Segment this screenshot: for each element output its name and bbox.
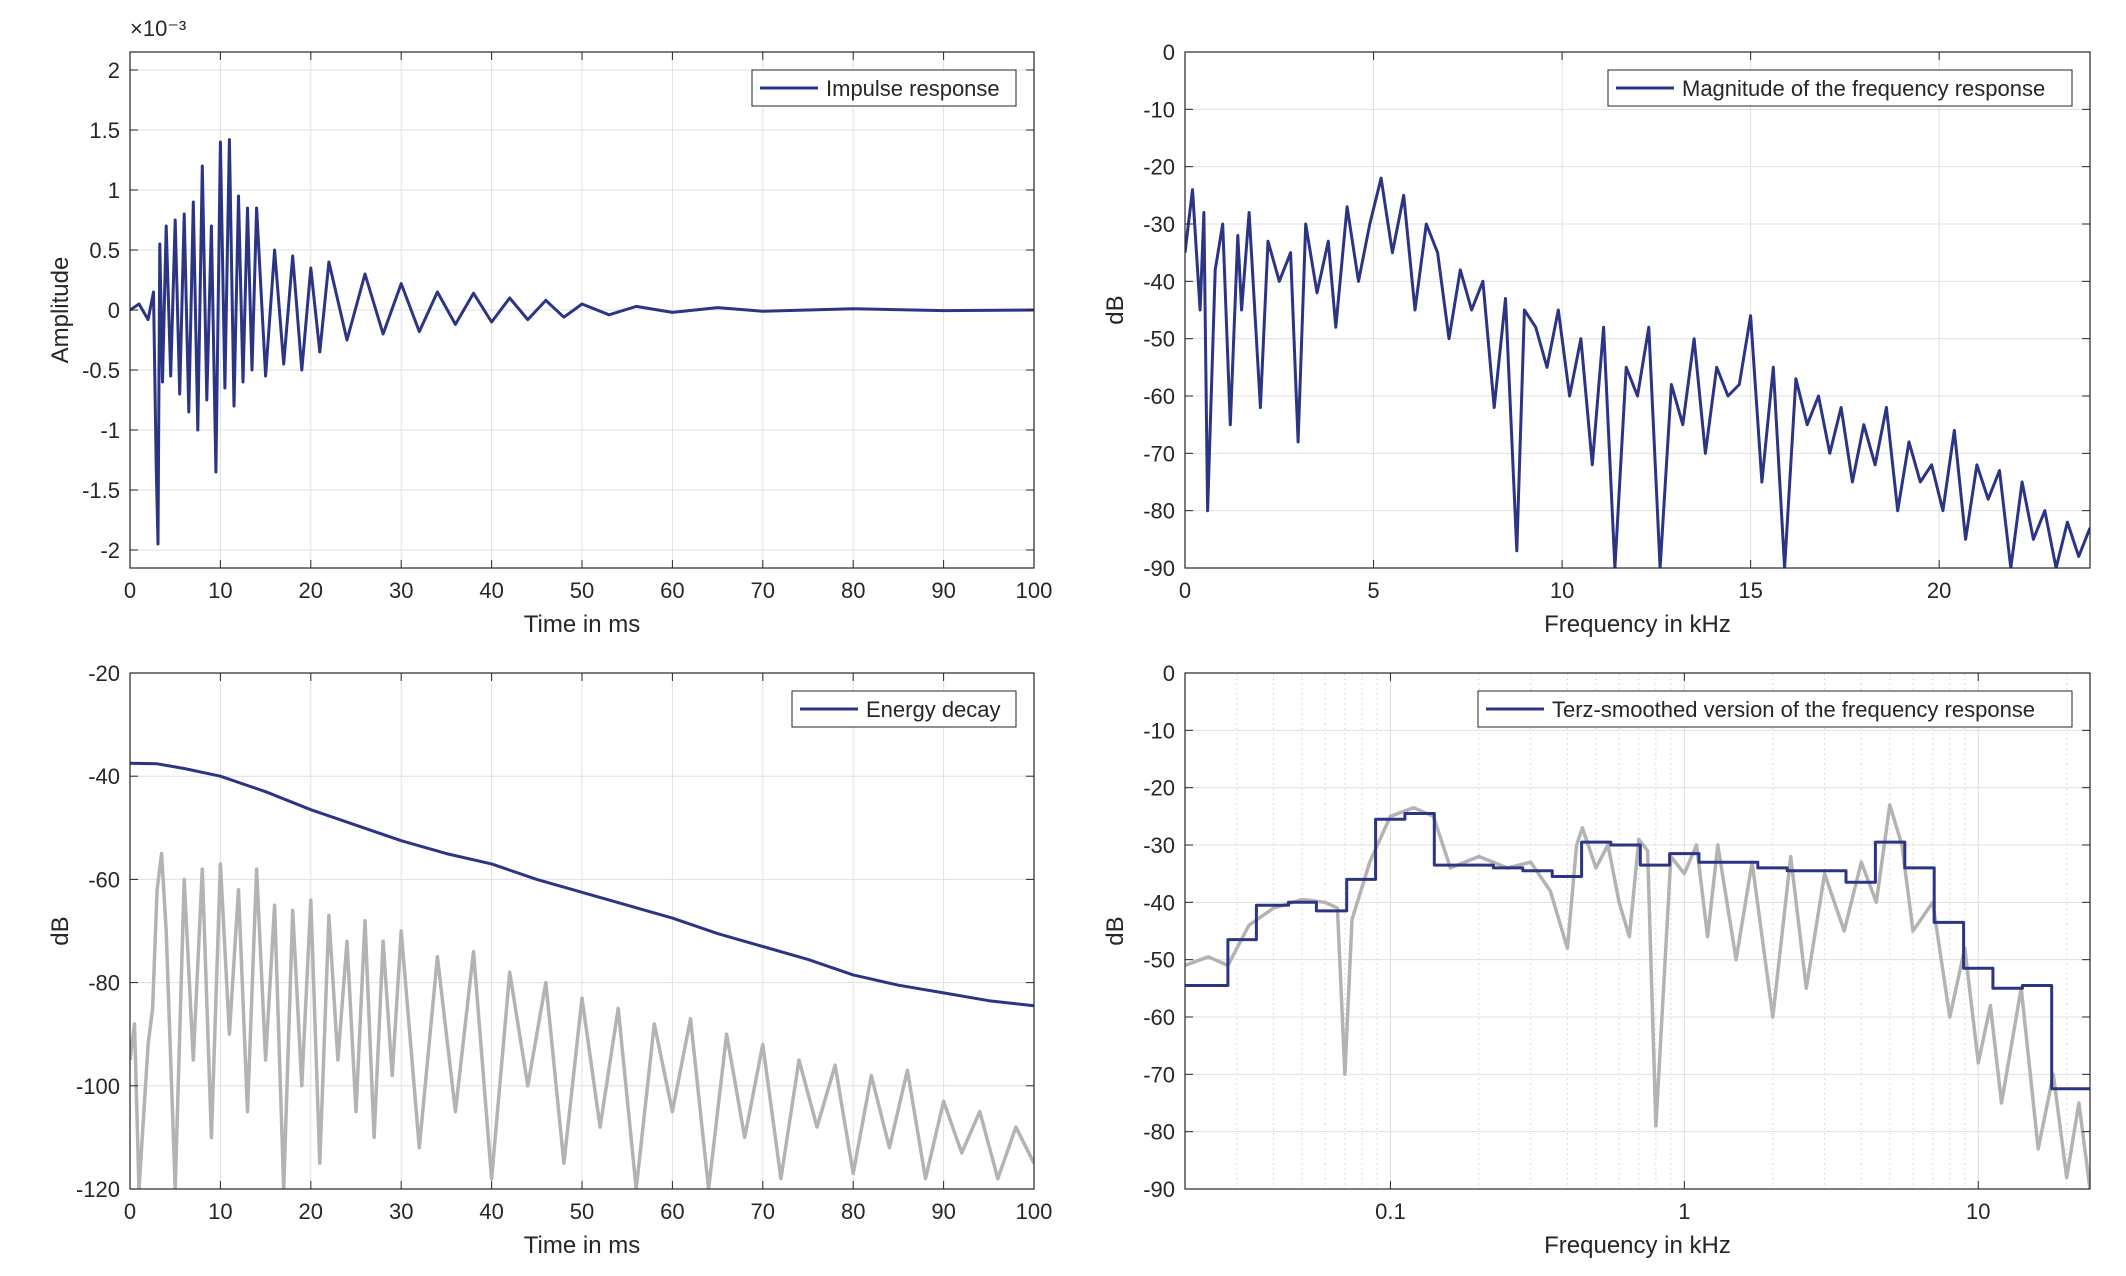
y-tick-label: -20 [88,661,120,686]
legend-label: Terz-smoothed version of the frequency r… [1552,697,2035,722]
y-tick-label: -20 [1143,776,1175,801]
secondary-series-line [130,851,1034,1189]
x-tick-label: 100 [1016,578,1053,603]
y-tick-label: -80 [88,971,120,996]
y-tick-label: -50 [1143,948,1175,973]
x-tick-label: 10 [208,578,232,603]
x-axis-label: Time in ms [524,1232,640,1259]
y-tick-label: -30 [1143,833,1175,858]
y-axis-label: dB [1102,295,1129,324]
y-tick-label: -90 [1143,1177,1175,1202]
x-tick-label: 80 [841,578,865,603]
series-line [1185,176,2090,568]
x-tick-label: 60 [660,1199,684,1224]
axes-box [1184,672,2091,1190]
y-tick-label: -1.5 [82,478,120,503]
y-tick-label: -10 [1143,718,1175,743]
x-tick-label: 40 [479,1199,503,1224]
impulse-response-chart: 0 10 20 30 40 50 60 70 80 90 100 -2 -1.5 -1 -0.5 0 0.5 1 1… [47,16,1052,638]
terz-smoothed-chart: 0.1 1 10 0 -10 -20 -30 -40 -50 -60 -70 -80 -90 Freque… [1102,661,2091,1259]
legend-label: Energy decay [866,697,1001,722]
x-tick-label: 5 [1367,578,1379,603]
x-tick-label: 20 [299,578,323,603]
x-axis-label: Time in ms [524,611,640,638]
x-axis-label: Frequency in kHz [1544,611,1731,638]
y-tick-label: -40 [1143,890,1175,915]
x-tick-label: 50 [570,578,594,603]
y-axis-label: dB [1102,916,1129,945]
x-axis-label: Frequency in kHz [1544,1232,1731,1259]
y-tick-label: -70 [1143,1062,1175,1087]
x-tick-label: 30 [389,1199,413,1224]
x-tick-label: 70 [751,578,775,603]
y-exponent-label: ×10⁻³ [130,16,186,41]
y-tick-label: -60 [88,867,120,892]
x-tick-label: 50 [570,1199,594,1224]
x-tick-label: 30 [389,578,413,603]
frequency-magnitude-chart: 0 5 10 15 20 0 -10 -20 -30 -40 -50 -60 -70 -80 -90 Freq… [1102,40,2091,638]
x-tick-label: 10 [1550,578,1574,603]
y-tick-label: -10 [1143,97,1175,122]
y-tick-label: -0.5 [82,358,120,383]
y-tick-label: -90 [1143,556,1175,581]
y-tick-label: -2 [100,538,120,563]
x-tick-label: 0 [1179,578,1191,603]
x-tick-label: 10 [1966,1199,1990,1224]
legend-box [1477,690,2073,728]
series-line [130,761,1034,1008]
y-tick-label: -70 [1143,441,1175,466]
y-tick-label: -60 [1143,1005,1175,1030]
y-axis-label: Amplitude [47,257,74,364]
series-line [1185,812,2090,1091]
x-tick-label: 20 [299,1199,323,1224]
x-tick-label: 10 [208,1199,232,1224]
y-tick-label: -120 [76,1177,120,1202]
x-tick-label: 1 [1678,1199,1690,1224]
series-group [1185,176,2090,568]
y-tick-label: 0 [1163,661,1175,686]
y-tick-label: -40 [1143,269,1175,294]
plot-area [1185,673,2090,1189]
y-tick-label: -20 [1143,155,1175,180]
y-tick-label: 0 [108,298,120,323]
series-line [130,138,1034,546]
y-tick-label: -30 [1143,212,1175,237]
x-tick-label: 60 [660,578,684,603]
y-tick-label: -40 [88,764,120,789]
y-tick-label: -1 [100,418,120,443]
x-tick-label: 0.1 [1375,1199,1406,1224]
x-tick-label: 40 [479,578,503,603]
legend-label: Impulse response [826,76,1000,101]
y-tick-label: -100 [76,1074,120,1099]
y-tick-label: -60 [1143,384,1175,409]
y-tick-label: 1.5 [89,118,120,143]
x-tick-label: 90 [931,1199,955,1224]
y-tick-label: 0.5 [89,238,120,263]
x-tick-label: 15 [1738,578,1762,603]
secondary-series-line [1185,803,2090,1189]
x-tick-label: 100 [1016,1199,1053,1224]
legend-box [1607,69,2073,107]
plot-area [1185,52,2090,568]
x-tick-label: 90 [931,578,955,603]
y-tick-label: -50 [1143,327,1175,352]
y-tick-label: -80 [1143,1120,1175,1145]
x-tick-label: 0 [124,578,136,603]
series-group [130,138,1034,546]
y-tick-label: 2 [108,58,120,83]
series-group [1185,803,2090,1189]
y-tick-label: -80 [1143,499,1175,524]
x-tick-label: 80 [841,1199,865,1224]
x-tick-label: 20 [1927,578,1951,603]
y-tick-label: 1 [108,178,120,203]
legend-label: Magnitude of the frequency response [1682,76,2045,101]
y-axis-label: dB [47,916,74,945]
y-tick-label: 0 [1163,40,1175,65]
axes-box [1184,51,2091,569]
x-tick-label: 0 [124,1199,136,1224]
x-tick-label: 70 [751,1199,775,1224]
series-group [130,761,1034,1189]
energy-decay-chart: 0 10 20 30 40 50 60 70 80 90 100 -20 -40 -60 -80 -100 -1… [47,661,1052,1259]
